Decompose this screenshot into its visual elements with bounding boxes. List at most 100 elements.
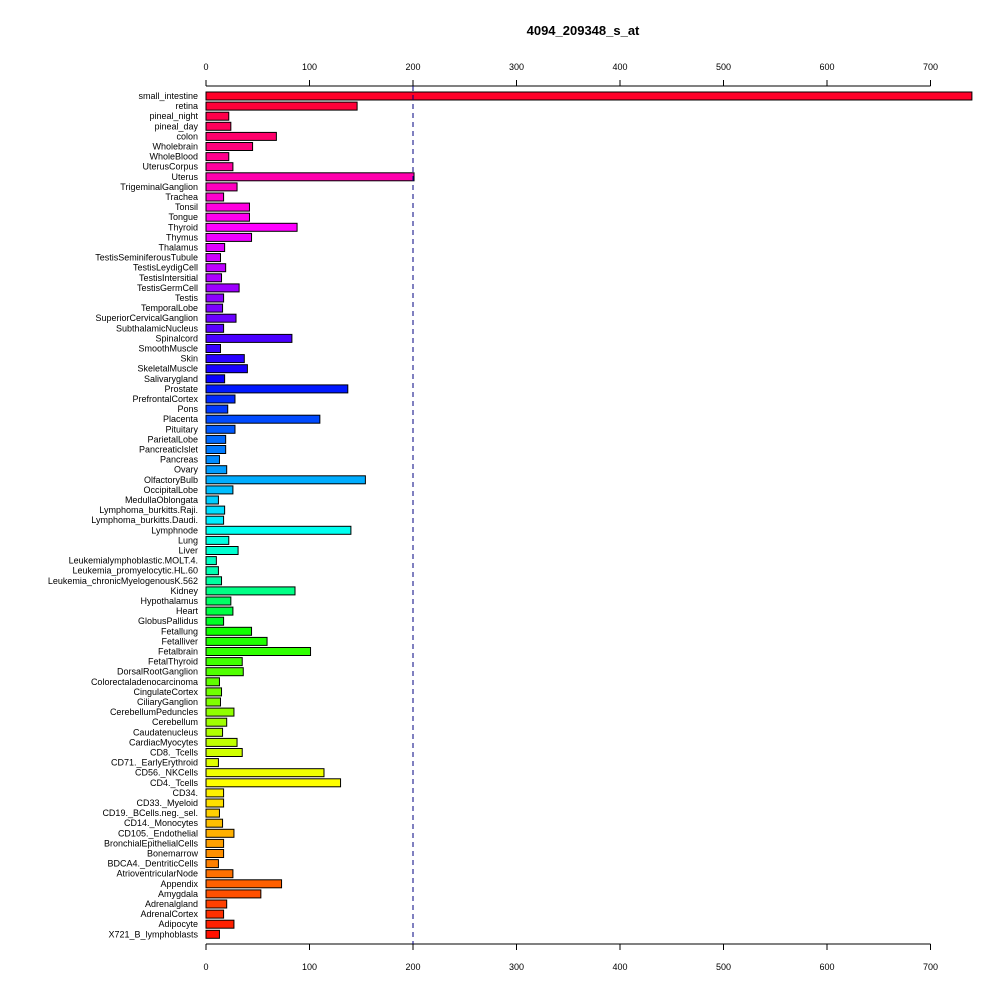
- category-label-41: Lymphoma_burkitts.Raji.: [99, 505, 198, 515]
- bottom-tick-label: 700: [923, 962, 938, 972]
- category-label-24: Spinalcord: [155, 333, 198, 343]
- category-label-19: TestisGermCell: [137, 283, 198, 293]
- bar-25: [205, 344, 221, 353]
- category-label-43: Lymphnode: [151, 525, 198, 535]
- category-label-8: Uterus: [171, 172, 198, 182]
- category-label-28: Salivarygland: [144, 374, 198, 384]
- category-label-44: Lung: [178, 535, 198, 545]
- bar-59: [205, 687, 223, 697]
- bottom-tick-label: 0: [203, 962, 208, 972]
- bar-15: [205, 243, 226, 252]
- bar-50: [205, 596, 232, 606]
- bar-81: [205, 909, 225, 919]
- bar-41: [205, 505, 226, 515]
- category-label-60: CiliaryGanglion: [137, 697, 198, 707]
- category-label-50: Hypothalamus: [140, 596, 198, 606]
- category-label-76: BDCA4._DentriticCells: [107, 859, 198, 869]
- bar-75: [205, 849, 225, 858]
- bar-56: [205, 657, 243, 667]
- bar-18: [205, 273, 223, 283]
- category-label-32: Placenta: [163, 414, 198, 424]
- bars-group: [205, 91, 973, 939]
- bar-76: [205, 859, 219, 869]
- bar-52: [205, 616, 225, 626]
- bottom-tick-label: 200: [405, 962, 420, 972]
- top-tick-label: 500: [716, 62, 731, 72]
- bar-57: [205, 667, 244, 677]
- bottom-x-axis: 0 100 200 300 400 500 600 700: [203, 943, 938, 972]
- bar-55: [205, 647, 312, 656]
- bar-0: [205, 91, 973, 101]
- category-label-12: Tongue: [168, 212, 198, 222]
- bar-28: [205, 374, 226, 384]
- bar-77: [205, 869, 234, 879]
- bar-31: [205, 404, 229, 414]
- category-label-67: CD56._NKCells: [135, 768, 199, 778]
- bar-46: [205, 556, 217, 566]
- bar-35: [205, 445, 227, 454]
- bar-10: [205, 192, 225, 202]
- bar-67: [205, 768, 325, 778]
- bar-36: [205, 455, 220, 465]
- category-label-7: UterusCorpus: [142, 162, 198, 172]
- top-tick-label: 200: [405, 62, 420, 72]
- category-label-10: Trachea: [165, 192, 198, 202]
- category-label-62: Cerebellum: [152, 717, 198, 727]
- top-tick-label: 300: [509, 62, 524, 72]
- category-label-65: CD8._Tcells: [150, 748, 199, 758]
- category-label-45: Liver: [178, 546, 198, 556]
- bar-20: [205, 293, 225, 303]
- bar-9: [205, 182, 238, 192]
- bar-34: [205, 434, 227, 444]
- bar-74: [205, 838, 225, 848]
- category-label-38: OlfactoryBulb: [144, 475, 198, 485]
- category-label-71: CD19._BCells.neg._sel.: [102, 808, 198, 818]
- category-label-72: CD14._Monocytes: [124, 818, 199, 828]
- bar-7: [205, 162, 234, 172]
- category-label-26: Skin: [180, 354, 198, 364]
- category-label-4: colon: [176, 131, 198, 141]
- bar-38: [205, 475, 366, 485]
- bar-63: [205, 727, 224, 737]
- bar-8: [205, 172, 415, 182]
- bar-3: [205, 121, 232, 131]
- category-labels: small_intestineretinapineal_nightpineal_…: [48, 91, 199, 939]
- bar-39: [205, 485, 234, 495]
- bar-24: [205, 333, 293, 343]
- category-label-11: Tonsil: [175, 202, 198, 212]
- bar-42: [205, 515, 225, 525]
- chart-title: 4094_209348_s_at: [527, 23, 640, 38]
- category-label-68: CD4._Tcells: [150, 778, 199, 788]
- category-label-40: MedullaOblongata: [125, 495, 198, 505]
- bar-13: [205, 222, 298, 232]
- bar-54: [205, 636, 268, 646]
- category-label-77: AtrioventricularNode: [116, 869, 198, 879]
- category-label-81: AdrenalCortex: [140, 909, 198, 919]
- bar-45: [205, 546, 239, 555]
- bar-11: [205, 202, 250, 212]
- category-label-56: FetalThyroid: [148, 657, 198, 667]
- category-label-42: Lymphoma_burkitts.Daudi.: [91, 515, 198, 525]
- bottom-tick-label: 100: [302, 962, 317, 972]
- category-label-61: CerebellumPeduncles: [110, 707, 199, 717]
- category-label-18: TestisIntersitial: [139, 273, 198, 283]
- category-label-27: SkeletalMuscle: [137, 364, 198, 374]
- category-label-58: Colorectaladenocarcinoma: [91, 677, 198, 687]
- category-label-35: PancreaticIslet: [139, 445, 199, 455]
- bar-47: [205, 566, 219, 576]
- category-label-9: TrigeminalGanglion: [120, 182, 198, 192]
- category-label-21: TemporalLobe: [141, 303, 198, 313]
- top-tick-label: 100: [302, 62, 317, 72]
- category-label-83: X721_B_lymphoblasts: [108, 929, 198, 939]
- bar-80: [205, 899, 228, 909]
- bar-82: [205, 919, 235, 929]
- category-label-69: CD34.: [172, 788, 198, 798]
- category-label-37: Ovary: [174, 465, 199, 475]
- category-label-78: Appendix: [160, 879, 198, 889]
- category-label-79: Amygdala: [158, 889, 198, 899]
- category-label-17: TestisLeydigCell: [133, 263, 198, 273]
- category-label-82: Adipocyte: [158, 919, 198, 929]
- category-label-2: pineal_night: [149, 111, 198, 121]
- category-label-29: Prostate: [164, 384, 198, 394]
